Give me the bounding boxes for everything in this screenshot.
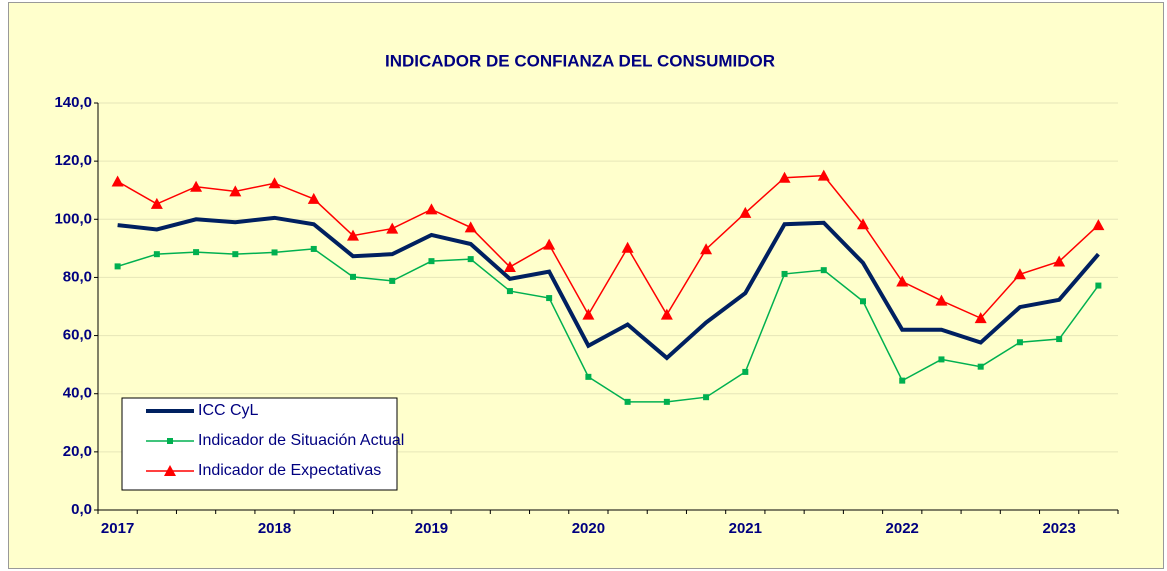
series-line xyxy=(117,174,1099,320)
point xyxy=(503,260,516,272)
point xyxy=(624,398,631,405)
point xyxy=(114,263,121,270)
point xyxy=(977,363,984,370)
point xyxy=(271,249,278,256)
point xyxy=(974,312,987,324)
point xyxy=(739,206,752,218)
point xyxy=(428,258,435,265)
point xyxy=(229,185,242,197)
point xyxy=(660,308,673,320)
y-tick-label: 20,0 xyxy=(63,443,92,460)
point xyxy=(268,177,281,189)
y-tick-label: 80,0 xyxy=(63,268,92,285)
point xyxy=(585,373,592,380)
point xyxy=(1016,339,1023,346)
y-tick-label: 60,0 xyxy=(63,327,92,344)
x-tick-label: 2023 xyxy=(1042,520,1075,537)
point xyxy=(150,197,163,209)
point xyxy=(190,180,203,192)
point xyxy=(742,368,749,375)
point xyxy=(621,241,634,253)
point xyxy=(935,294,948,306)
x-tick-label: 2021 xyxy=(729,520,762,537)
y-tick-label: 40,0 xyxy=(63,385,92,402)
point xyxy=(1013,268,1026,280)
point xyxy=(703,394,710,401)
x-tick-label: 2022 xyxy=(886,520,919,537)
legend-label: Indicador de Situación Actual xyxy=(198,432,404,449)
series-line xyxy=(117,248,1099,403)
point xyxy=(582,308,595,320)
point xyxy=(193,249,200,256)
point xyxy=(310,245,317,252)
legend-label: ICC CyL xyxy=(198,402,259,419)
y-tick-label: 120,0 xyxy=(54,152,92,169)
point xyxy=(543,238,556,250)
point xyxy=(1092,219,1105,231)
point xyxy=(820,267,827,274)
series-line xyxy=(117,215,1100,361)
x-tick-label: 2018 xyxy=(258,520,291,537)
point xyxy=(389,277,396,284)
point xyxy=(350,273,356,280)
point xyxy=(347,229,359,241)
point xyxy=(546,295,553,302)
chart-title: INDICADOR DE CONFIANZA DEL CONSUMIDOR xyxy=(385,51,775,70)
legend-marker xyxy=(167,438,173,444)
point xyxy=(1095,282,1102,289)
point xyxy=(232,251,239,258)
legend-marker xyxy=(164,465,176,476)
point xyxy=(700,243,713,255)
point xyxy=(1053,255,1066,267)
point xyxy=(464,221,477,233)
point xyxy=(817,169,830,181)
x-tick-label: 2019 xyxy=(415,520,448,537)
point xyxy=(860,298,866,305)
point xyxy=(778,171,791,183)
point xyxy=(153,251,160,258)
point xyxy=(1056,336,1063,343)
point xyxy=(663,398,670,405)
point xyxy=(896,275,909,287)
point xyxy=(506,288,513,295)
y-tick-label: 100,0 xyxy=(54,210,92,227)
point xyxy=(307,192,320,204)
point xyxy=(781,270,788,277)
legend-label: Indicador de Expectativas xyxy=(198,462,381,479)
point xyxy=(111,175,124,187)
point xyxy=(425,203,438,215)
y-tick-label: 0,0 xyxy=(71,501,92,518)
point xyxy=(899,377,906,384)
x-tick-label: 2020 xyxy=(572,520,605,537)
point xyxy=(467,256,474,263)
point xyxy=(857,218,869,230)
point xyxy=(386,222,399,234)
point xyxy=(938,356,945,363)
x-tick-label: 2017 xyxy=(101,520,134,537)
y-tick-label: 140,0 xyxy=(54,94,92,111)
